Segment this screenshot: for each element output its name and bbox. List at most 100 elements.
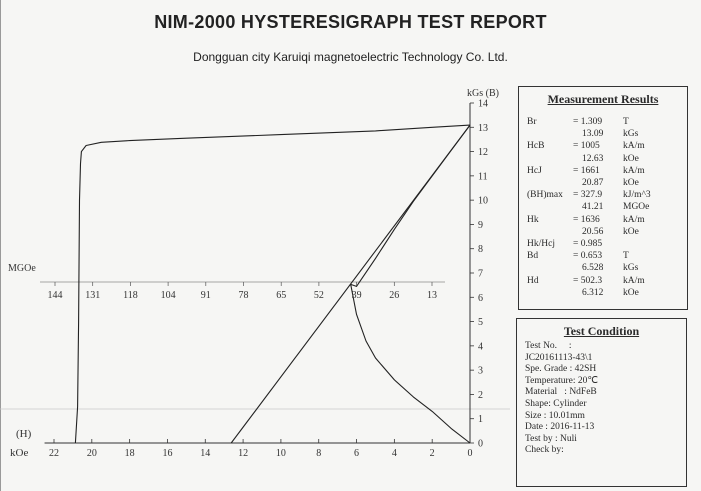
y-tick-label: 3 [478,366,483,377]
bh-tick-label: 39 [352,290,362,301]
measurement-unit: kGs [623,129,639,140]
x-tick-label: 14 [200,448,210,459]
measurement-value: 6.528 [582,263,604,274]
series-BH-curve [350,124,471,444]
company-name: Dongguan city Karuiqi magnetoelectric Te… [193,50,508,64]
measurement-value: = 0.985 [573,239,603,249]
measurement-value: 12.63 [582,153,604,164]
x-tick-label: 4 [392,448,397,459]
bh-tick-label: 78 [239,290,249,301]
measurement-unit: T [623,117,629,127]
test-condition-line: Shape: Cylinder [525,398,587,409]
bh-tick-label: 26 [389,290,399,301]
measurement-unit: kA/m [623,141,645,152]
x-tick-label: 20 [87,448,97,459]
measurement-unit: kA/m [623,214,645,225]
y-tick-label: 0 [478,439,483,450]
measurement-value: 13.09 [582,129,604,140]
measurement-unit: kGs [623,263,639,274]
x-tick-label: 18 [125,448,135,459]
y-axis-label: kGs (B) [467,88,499,99]
measurement-value: 6.312 [582,287,604,298]
measurement-unit: T [623,251,629,262]
measurement-label: Bd [527,251,539,262]
x-tick-label: 2 [430,448,435,459]
measurement-value: = 327.9 [573,190,603,201]
x-tick-label: 16 [162,448,172,459]
bh-tick-label: 104 [161,290,176,301]
series-J-curve [74,124,471,444]
measurement-label: HcJ [527,165,542,176]
measurement-value: = 1005 [573,141,600,152]
y-tick-label: 5 [478,317,483,328]
test-condition-box: Test Condition Test No. : JC20161113-43\1… [516,318,687,487]
x-tick-label: 10 [276,448,286,459]
test-condition-line: Check by: [525,445,564,456]
x-tick-label: 6 [354,448,359,459]
measurement-label: Br [527,117,537,127]
bh-tick-label: 52 [314,290,324,301]
measurement-value: = 0.653 [573,251,603,262]
test-condition-lines: Test No. : JC20161113-43\1 Spe. Grade : 42… [517,341,686,457]
test-condition-line: JC20161113-43\1 [525,352,593,363]
y-tick-label: 14 [478,99,488,110]
measurement-label: Hk/Hcj [527,239,555,249]
test-condition-line: Temperature: 20℃ [525,375,599,386]
y-tick-label: 8 [478,244,483,255]
measurement-unit: kOe [623,178,639,188]
measurement-value: = 1661 [573,165,600,176]
page-edge [0,0,1,491]
y-tick-label: 6 [478,293,483,304]
x-tick-label: 12 [238,448,248,459]
x-tick-label: 0 [468,448,473,459]
y-tick-label: 13 [478,123,488,134]
bh-tick-label: 144 [48,290,63,301]
measurement-value: 20.87 [582,178,604,188]
test-condition-heading: Test Condition [563,324,640,338]
measurement-results-box: Measurement Results Br = 1.309 T 13.09 kGs Hc… [518,86,688,310]
measurement-value: 20.56 [582,226,604,237]
y-tick-label: 1 [478,414,483,425]
test-condition-line: Spe. Grade : 42SH [525,364,597,375]
x-tick-label: 8 [316,448,321,459]
test-condition-line: Test No. : [525,341,572,351]
y-tick-label: 9 [478,220,483,231]
x-axis-label: kOe [10,447,28,459]
x-tick-label: 22 [49,448,59,459]
measurement-heading: Measurement Results [547,92,659,106]
bh-tick-label: 131 [85,290,100,301]
test-condition-line: Material : NdFeB [525,387,597,398]
y-tick-label: 7 [478,269,483,280]
measurement-label: (BH)max [527,190,563,201]
measurement-value: = 1636 [573,214,600,225]
measurement-unit: kOe [623,287,639,298]
measurement-label: HcB [527,141,545,152]
report-title: NIM-2000 HYSTERESIGRAPH TEST REPORT [154,12,547,32]
measurement-unit: kOe [623,153,639,164]
y-tick-label: 4 [478,341,483,352]
y-tick-label: 12 [478,147,488,158]
measurement-value: 41.21 [582,202,604,213]
bh-tick-label: 13 [427,290,437,301]
y-tick-label: 11 [478,171,488,182]
measurement-unit: kJ/m^3 [623,190,651,201]
bh-tick-label: 118 [123,290,138,301]
bh-axis-label: MGOe [8,263,36,274]
bh-tick-label: 91 [201,290,211,301]
measurement-value: = 502.3 [573,275,603,286]
test-condition-line: Test by : Nuli [525,433,577,444]
measurement-unit: kA/m [623,275,645,286]
bh-tick-label: 65 [276,290,286,301]
measurement-unit: MGOe [623,202,650,213]
test-condition-line: Date : 2016-11-13 [525,422,595,433]
measurement-label: Hd [527,275,539,286]
measurement-unit: kOe [623,226,639,237]
measurement-value: = 1.309 [573,117,603,127]
measurement-unit: kA/m [623,165,645,176]
h-label: (H) [16,428,32,440]
measurement-label: Hk [527,214,539,225]
y-tick-label: 10 [478,196,488,207]
test-condition-line: Size : 10.01mm [525,410,585,421]
y-tick-label: 2 [478,390,483,401]
